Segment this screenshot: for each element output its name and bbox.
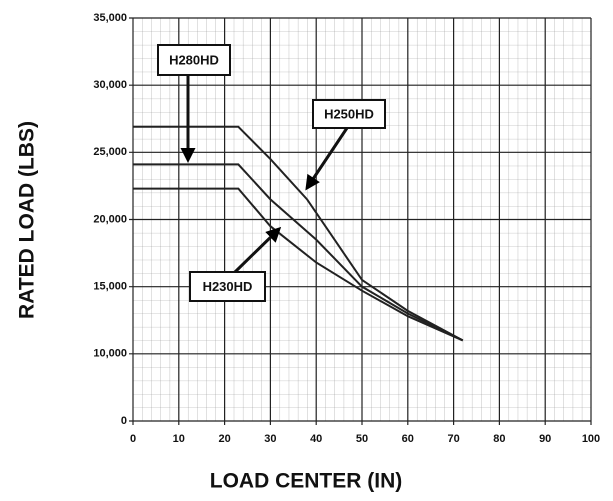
callout-arrow [305,127,349,191]
series-line [133,163,464,342]
series-line [133,187,464,342]
legend-label: H280HD [169,52,219,67]
x-tick-label: 40 [310,433,322,445]
x-tick-label: 30 [264,433,276,445]
y-tick-label: 35,000 [93,12,127,24]
y-tick-label: 25,000 [93,146,127,158]
y-tick-label: 15,000 [93,281,127,293]
callout-box [312,99,386,129]
x-tick-label: 20 [218,433,230,445]
y-tick-label: 20,000 [93,213,127,225]
x-tick-label: 90 [539,433,551,445]
callout-arrow [233,226,282,274]
y-tick-label: 0 [121,415,127,427]
x-tick-label: 50 [356,433,368,445]
y-axis-label: RATED LOAD (LBS) [16,121,39,319]
legend-label: H230HD [203,279,253,294]
x-tick-label: 60 [402,433,414,445]
x-tick-label: 0 [130,433,136,445]
callout-box [189,271,266,302]
series-line [133,125,464,342]
legend-label: H250HD [324,106,374,121]
x-tick-label: 80 [493,433,505,445]
y-tick-label: 30,000 [93,79,127,91]
y-tick-label: 10,000 [93,348,127,360]
x-axis-label: LOAD CENTER (IN) [210,470,403,493]
callout-box [157,44,231,76]
x-tick-label: 70 [447,433,459,445]
x-tick-label: 10 [173,433,185,445]
x-tick-label: 100 [582,433,600,445]
